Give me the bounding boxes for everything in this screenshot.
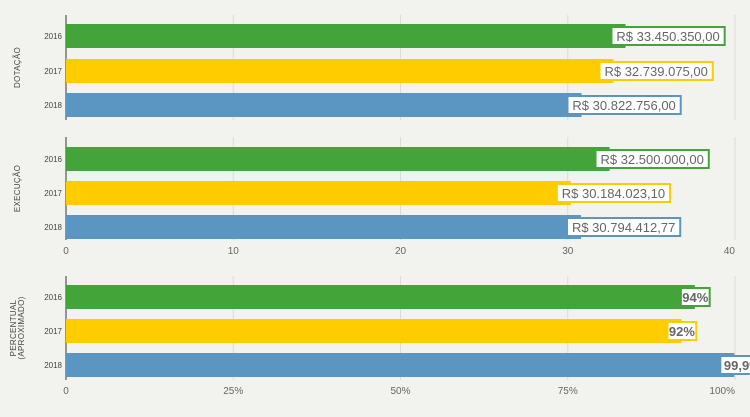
value-label-box xyxy=(610,26,726,46)
year-label: 2017 xyxy=(44,67,62,76)
group-label: EXECUÇÃO xyxy=(13,165,22,212)
x-tick-label: 0 xyxy=(63,386,69,397)
bar xyxy=(66,24,626,48)
bar xyxy=(66,215,582,239)
value-label: 94% xyxy=(682,290,708,305)
bar xyxy=(66,93,582,117)
value-label-box xyxy=(719,355,750,375)
value-label: R$ 33.450.350,00 xyxy=(616,29,719,44)
bar xyxy=(66,181,571,205)
year-label: 2016 xyxy=(44,32,62,41)
year-label: 2017 xyxy=(44,189,62,198)
x-tick-label: 100% xyxy=(709,386,735,397)
bar xyxy=(66,147,610,171)
value-label: R$ 30.822.756,00 xyxy=(572,98,675,113)
bar xyxy=(66,319,682,343)
year-label: 2018 xyxy=(44,101,62,110)
group-label: PERCENTUAL xyxy=(9,299,18,356)
x-tick-label: 0 xyxy=(63,246,69,257)
x-tick-label: 25% xyxy=(223,386,243,397)
value-label: 99,9% xyxy=(724,358,750,373)
value-label-box xyxy=(566,217,682,237)
x-tick-label: 10 xyxy=(228,246,240,257)
value-label: R$ 30.794.412,77 xyxy=(572,220,675,235)
x-tick-label: 40 xyxy=(724,246,736,257)
value-label: R$ 30.184.023,10 xyxy=(562,186,665,201)
x-tick-label: 20 xyxy=(395,246,407,257)
value-label-box xyxy=(555,183,672,203)
value-label: 92% xyxy=(669,324,695,339)
value-label-box xyxy=(666,321,698,341)
value-label: R$ 32.500.000,00 xyxy=(600,152,703,167)
value-label: R$ 32.739.075,00 xyxy=(604,64,707,79)
bar xyxy=(66,285,695,309)
year-label: 2016 xyxy=(44,293,62,302)
year-label: 2018 xyxy=(44,223,62,232)
value-label-box xyxy=(594,149,710,169)
x-tick-label: 75% xyxy=(558,386,578,397)
x-tick-label: 50% xyxy=(390,386,410,397)
bar xyxy=(66,59,614,83)
value-label-box xyxy=(566,95,682,115)
year-label: 2016 xyxy=(44,155,62,164)
value-label-box xyxy=(679,287,711,307)
year-label: 2018 xyxy=(44,361,62,370)
group-label: DOTAÇÃO xyxy=(13,47,22,88)
group-label: (APROXIMADO) xyxy=(17,296,26,359)
x-tick-label: 30 xyxy=(562,246,574,257)
value-label-box xyxy=(598,61,714,81)
year-label: 2017 xyxy=(44,327,62,336)
bar xyxy=(66,353,735,377)
